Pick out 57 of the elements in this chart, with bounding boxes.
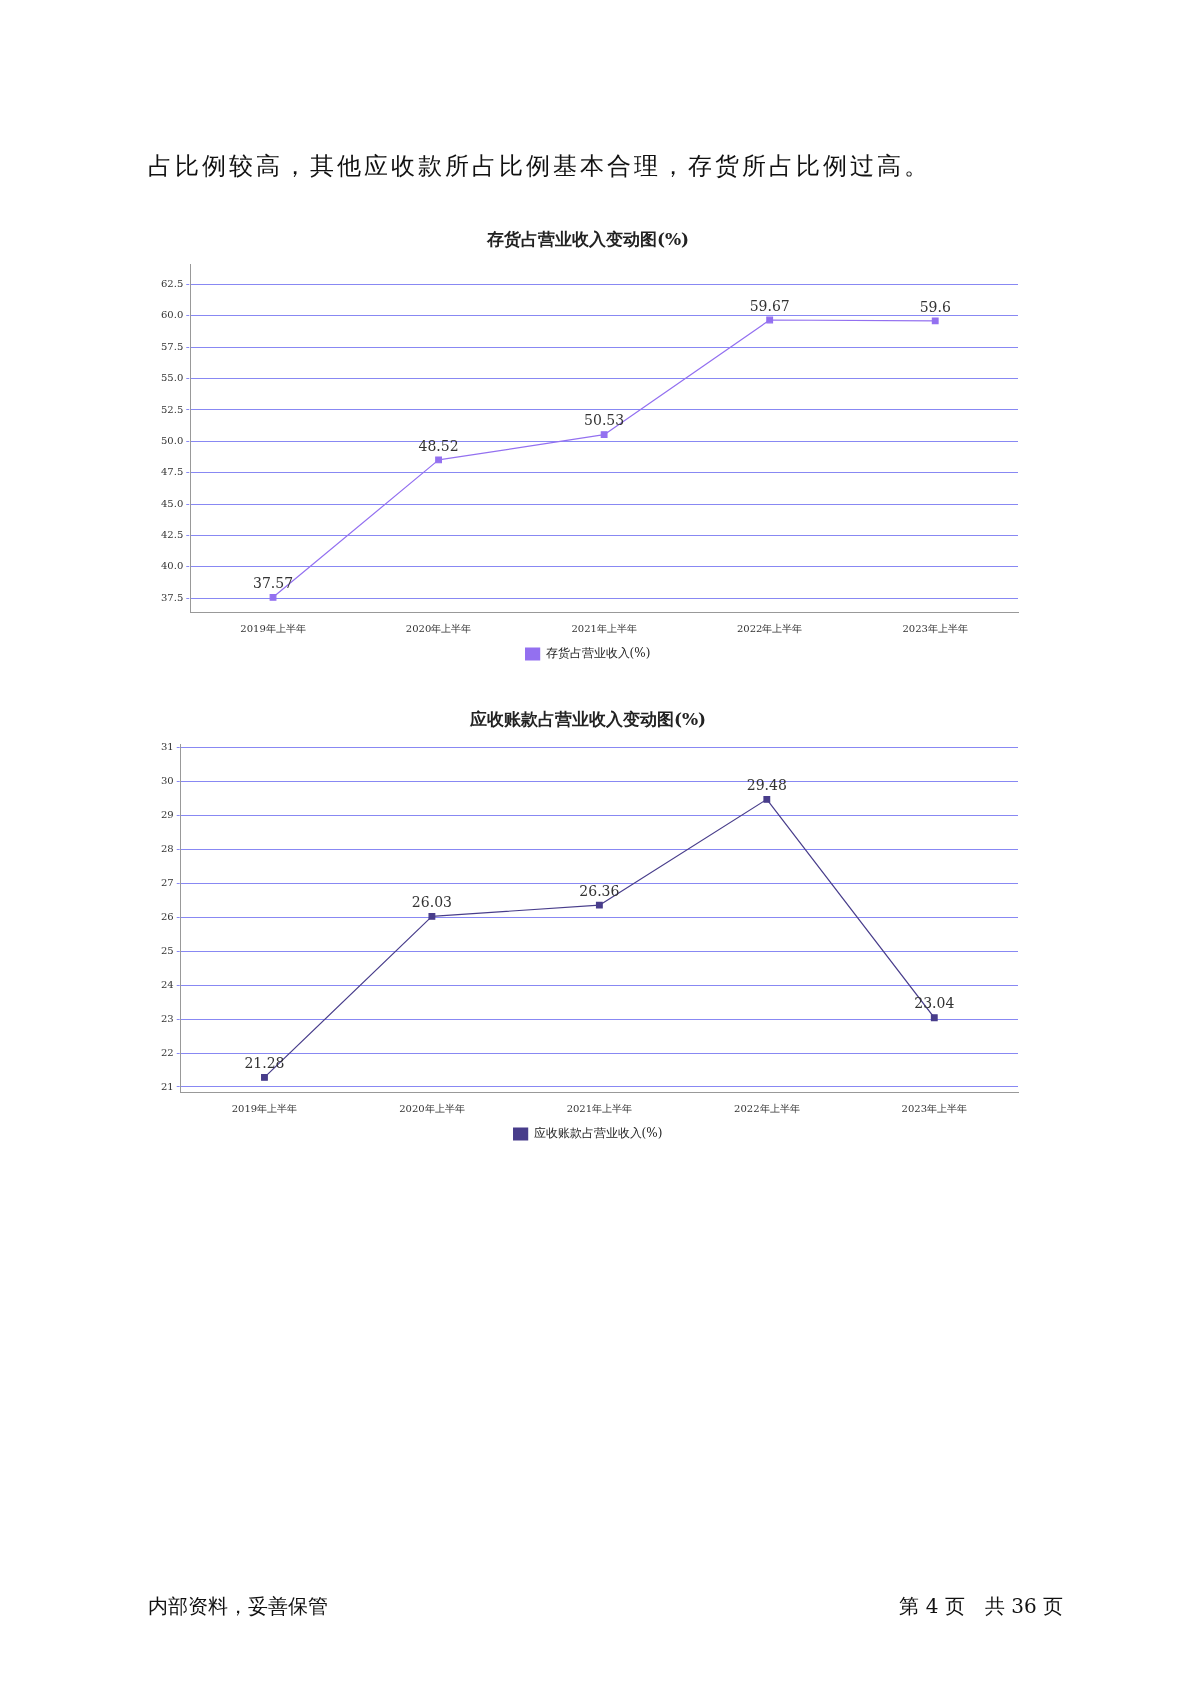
point (600, 431, 608, 439)
x-tick-label: 2021年上半年 (566, 1102, 633, 1114)
y-tick-label: 26 (160, 910, 174, 922)
y-tick-label: 47.5 (161, 466, 184, 478)
point (930, 1014, 938, 1022)
text: 内部资料，妥善保管 (148, 1593, 328, 1620)
x-tick-label: 2022年上半年 (736, 622, 803, 634)
point (766, 316, 774, 324)
data-label: 59.67 (749, 297, 790, 314)
y-tick-label: 28 (160, 843, 174, 855)
legend-label: 应收账款占营业收入(%) (533, 1126, 663, 1141)
y-tick-label: 37.5 (161, 591, 184, 603)
data-label: 37.57 (252, 574, 294, 591)
point (428, 912, 436, 920)
y-tick-label: 24 (160, 978, 174, 990)
y-tick-label: 52.5 (161, 403, 184, 415)
y-tick-label: 45.0 (161, 497, 184, 509)
y-tick-label: 55.0 (161, 372, 184, 384)
text: 占比例较高，其他应收款所占比例基本合理，存货所占比例过高。 (148, 152, 931, 180)
point (269, 593, 277, 601)
y-tick-label: 22 (160, 1046, 174, 1058)
y-tick-label: 57.5 (161, 340, 184, 352)
data-label: 26.36 (579, 882, 620, 899)
y-tick-label: 29 (160, 809, 174, 821)
point (435, 456, 443, 464)
y-tick-label: 62.5 (161, 278, 184, 290)
y-tick-label: 25 (160, 944, 174, 956)
y-tick-label: 42.5 (161, 529, 184, 541)
data-label: 26.03 (411, 893, 452, 910)
y-tick-label: 31 (160, 741, 174, 753)
data-label: 48.52 (418, 437, 459, 454)
y-tick-label: 21 (160, 1080, 174, 1092)
point (261, 1073, 268, 1081)
y-tick-label: 60.0 (161, 309, 184, 321)
x-tick-label: 2023年上半年 (901, 1102, 967, 1114)
legend-label: 存货占营业收入(%) (545, 646, 651, 661)
text: 第 4 页 共 36 页 (899, 1593, 1063, 1620)
point (595, 901, 603, 909)
data-label: 29.48 (746, 776, 787, 793)
chart-title: 应收账款占营业收入变动图(%) (468, 708, 707, 729)
x-tick-label: 2022年上半年 (734, 1102, 800, 1114)
x-tick-label: 2019年上半年 (240, 622, 306, 634)
x-tick-label: 2021年上半年 (571, 622, 637, 634)
y-tick-label: 23 (160, 1012, 174, 1024)
x-tick-label: 2019年上半年 (231, 1102, 298, 1114)
point (931, 317, 939, 325)
y-tick-label: 27 (160, 877, 174, 889)
x-tick-label: 2020年上半年 (399, 1102, 465, 1114)
data-label: 59.6 (919, 298, 951, 315)
y-tick-label: 30 (160, 775, 174, 787)
data-label: 50.53 (584, 412, 625, 429)
point (763, 795, 771, 803)
chart-title: 存货占营业收入变动图(%) (485, 228, 690, 249)
y-tick-label: 40.0 (161, 560, 184, 572)
y-tick-label: 50.0 (161, 434, 184, 446)
x-tick-label: 2023年上半年 (902, 622, 968, 634)
x-tick-label: 2020年上半年 (405, 622, 472, 634)
